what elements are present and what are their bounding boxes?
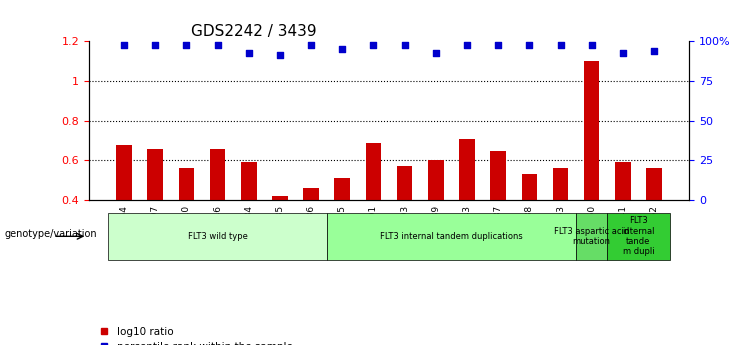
Point bbox=[368, 43, 379, 48]
Point bbox=[274, 52, 286, 58]
Point bbox=[305, 43, 317, 48]
FancyBboxPatch shape bbox=[608, 213, 670, 259]
Text: FLT3
internal
tande
m dupli: FLT3 internal tande m dupli bbox=[622, 216, 655, 256]
Point bbox=[430, 50, 442, 56]
Bar bbox=[116, 145, 132, 200]
Point bbox=[243, 50, 255, 56]
Point bbox=[523, 43, 535, 48]
Bar bbox=[334, 178, 350, 200]
Point bbox=[149, 43, 161, 48]
Text: FLT3 wild type: FLT3 wild type bbox=[187, 232, 247, 241]
Bar bbox=[459, 139, 475, 200]
Point bbox=[554, 43, 566, 48]
Text: genotype/variation: genotype/variation bbox=[4, 229, 97, 239]
Legend: log10 ratio, percentile rank within the sample: log10 ratio, percentile rank within the … bbox=[94, 323, 297, 345]
Point bbox=[648, 49, 660, 54]
Point bbox=[118, 43, 130, 48]
Text: FLT3 internal tandem duplications: FLT3 internal tandem duplications bbox=[380, 232, 522, 241]
Point bbox=[617, 50, 629, 56]
Bar bbox=[397, 166, 413, 200]
Point bbox=[336, 47, 348, 52]
Bar bbox=[241, 162, 256, 200]
Bar bbox=[553, 168, 568, 200]
Text: GDS2242 / 3439: GDS2242 / 3439 bbox=[191, 24, 316, 39]
Point bbox=[212, 43, 224, 48]
Bar bbox=[365, 142, 381, 200]
Text: FLT3 aspartic acid
mutation: FLT3 aspartic acid mutation bbox=[554, 227, 629, 246]
Bar bbox=[428, 160, 444, 200]
Point bbox=[399, 43, 411, 48]
Bar bbox=[179, 168, 194, 200]
Bar bbox=[210, 148, 225, 200]
Bar bbox=[491, 150, 506, 200]
FancyBboxPatch shape bbox=[576, 213, 608, 259]
Bar bbox=[646, 168, 662, 200]
Point bbox=[586, 43, 598, 48]
Bar bbox=[303, 188, 319, 200]
Point bbox=[461, 43, 473, 48]
Bar bbox=[522, 174, 537, 200]
FancyBboxPatch shape bbox=[327, 213, 576, 259]
Bar bbox=[615, 162, 631, 200]
Bar bbox=[272, 196, 288, 200]
Point bbox=[492, 43, 504, 48]
Bar bbox=[147, 148, 163, 200]
FancyBboxPatch shape bbox=[108, 213, 327, 259]
Point bbox=[180, 43, 192, 48]
Bar bbox=[584, 61, 599, 200]
